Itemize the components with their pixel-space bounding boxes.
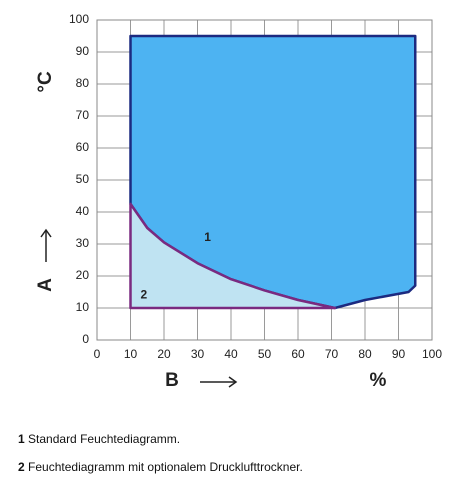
caption-text: Feuchtediagramm mit optionalem Druckluft…: [28, 460, 303, 474]
caption-text: Standard Feuchtediagramm.: [28, 432, 181, 446]
x-axis-label: B: [165, 370, 179, 391]
plot-frame: [96, 19, 433, 341]
caption: 1 Standard Feuchtediagramm.: [18, 432, 180, 446]
y-axis-label: A: [35, 278, 56, 292]
x-tick-label: 10: [124, 347, 138, 361]
y-tick-label: 80: [76, 76, 90, 90]
area-label: 1: [204, 230, 211, 244]
x-tick-label: 30: [191, 347, 205, 361]
y-tick-label: 90: [76, 44, 90, 58]
y-tick-label: 0: [82, 332, 89, 346]
x-tick-label: 50: [258, 347, 272, 361]
y-tick-label: 40: [76, 204, 90, 218]
caption-number: 2: [18, 460, 25, 474]
y-tick-label: 30: [76, 236, 90, 250]
y-tick-label: 60: [76, 140, 90, 154]
y-tick-label: 100: [69, 12, 89, 26]
x-axis-unit: %: [370, 370, 387, 391]
x-tick-label: 90: [392, 347, 406, 361]
y-tick-label: 70: [76, 108, 90, 122]
caption: 2 Feuchtediagramm mit optionalem Drucklu…: [18, 460, 303, 474]
chart: 0 10 20 30 40 50 60 70 80 90 100 0 10 20 30 40 50 60 70 80 9…: [35, 12, 442, 391]
x-tick-label: 100: [422, 347, 442, 361]
area-label: 2: [141, 287, 148, 301]
y-tick-label: 50: [76, 172, 90, 186]
x-tick-label: 20: [157, 347, 171, 361]
x-tick-label: 0: [94, 347, 101, 361]
area: [129, 202, 337, 310]
y-tick-label: 20: [76, 268, 90, 282]
caption-number: 1: [18, 432, 25, 446]
x-tick-label: 60: [291, 347, 305, 361]
x-arrow: [200, 376, 238, 388]
y-tick-label: 10: [76, 300, 90, 314]
x-tick-label: 70: [325, 347, 339, 361]
x-tick-label: 40: [224, 347, 238, 361]
y-arrow: [40, 228, 52, 262]
x-tick-label: 80: [358, 347, 372, 361]
y-axis-unit: °C: [35, 71, 56, 93]
